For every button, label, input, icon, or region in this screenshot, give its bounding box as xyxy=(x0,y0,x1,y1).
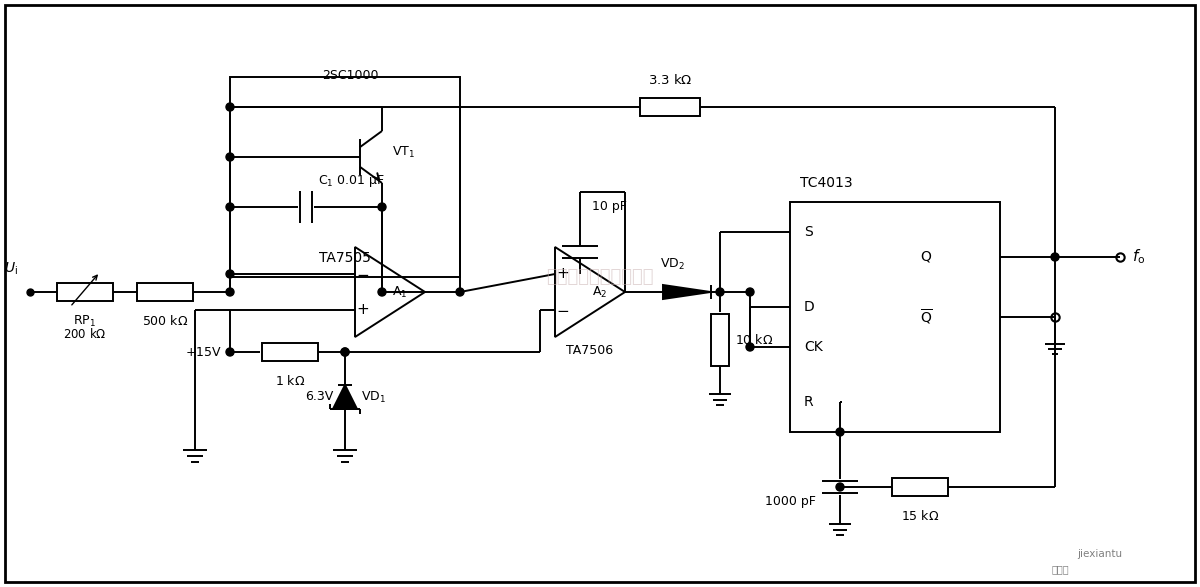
Circle shape xyxy=(836,428,844,436)
Text: 15 k$\Omega$: 15 k$\Omega$ xyxy=(901,509,940,523)
Circle shape xyxy=(341,348,349,356)
Text: 杭州将睷科技有限公司: 杭州将睷科技有限公司 xyxy=(546,268,654,286)
Circle shape xyxy=(746,343,754,351)
Text: 接线图: 接线图 xyxy=(1051,564,1069,574)
Bar xyxy=(262,343,318,361)
Circle shape xyxy=(226,288,234,296)
Circle shape xyxy=(378,203,386,211)
Text: 1000 pF: 1000 pF xyxy=(764,495,816,508)
Text: D: D xyxy=(804,300,815,314)
Circle shape xyxy=(226,153,234,161)
Bar xyxy=(710,314,730,366)
Text: $\overline{\rm Q}$: $\overline{\rm Q}$ xyxy=(920,308,932,326)
Bar xyxy=(230,77,460,277)
Text: $+$: $+$ xyxy=(356,302,370,318)
Text: 500 k$\Omega$: 500 k$\Omega$ xyxy=(142,314,188,328)
Circle shape xyxy=(226,348,234,356)
Circle shape xyxy=(716,288,724,296)
Circle shape xyxy=(1051,253,1060,261)
Text: R: R xyxy=(804,395,814,409)
Circle shape xyxy=(456,288,464,296)
Circle shape xyxy=(341,348,349,356)
Text: 6.3V: 6.3V xyxy=(305,390,334,403)
Text: $-$: $-$ xyxy=(557,302,570,318)
Bar xyxy=(137,283,193,301)
Text: 1 k$\Omega$: 1 k$\Omega$ xyxy=(275,374,305,388)
Text: A$_2$: A$_2$ xyxy=(593,285,607,299)
Bar xyxy=(640,98,700,116)
Circle shape xyxy=(746,288,754,296)
Text: $+$15V: $+$15V xyxy=(185,346,222,359)
Text: TA7506: TA7506 xyxy=(566,344,613,357)
Text: 2SC1000: 2SC1000 xyxy=(322,69,378,82)
Text: 10 k$\Omega$: 10 k$\Omega$ xyxy=(734,333,773,347)
Text: TA7505: TA7505 xyxy=(319,251,371,265)
Circle shape xyxy=(836,483,844,491)
Text: CK: CK xyxy=(804,340,823,354)
Text: VD$_1$: VD$_1$ xyxy=(361,389,386,404)
Text: 3.3 k$\Omega$: 3.3 k$\Omega$ xyxy=(648,73,692,87)
Text: 10 pF: 10 pF xyxy=(592,200,626,213)
Text: 200 k$\Omega$: 200 k$\Omega$ xyxy=(64,327,107,341)
Text: VT$_1$: VT$_1$ xyxy=(392,144,415,160)
Bar xyxy=(892,478,948,496)
Bar xyxy=(58,283,113,301)
Text: $+$: $+$ xyxy=(557,266,570,282)
Circle shape xyxy=(378,288,386,296)
Text: Q: Q xyxy=(920,250,931,264)
Circle shape xyxy=(226,103,234,111)
Text: jiexiantu: jiexiantu xyxy=(1078,549,1122,559)
Text: C$_1$ 0.01 μF: C$_1$ 0.01 μF xyxy=(318,173,385,189)
Text: RP$_1$: RP$_1$ xyxy=(73,314,96,329)
Circle shape xyxy=(226,203,234,211)
Polygon shape xyxy=(334,385,358,409)
Circle shape xyxy=(226,270,234,278)
Text: S: S xyxy=(804,225,812,239)
Text: $-$: $-$ xyxy=(356,266,370,282)
Text: $f_{\rm o}$: $f_{\rm o}$ xyxy=(1132,248,1145,266)
Text: $U_{\rm i}$: $U_{\rm i}$ xyxy=(4,261,18,277)
Polygon shape xyxy=(662,285,710,299)
Text: A$_1$: A$_1$ xyxy=(392,285,408,299)
Text: TC4013: TC4013 xyxy=(800,176,853,190)
Text: VD$_2$: VD$_2$ xyxy=(660,257,685,272)
Bar xyxy=(790,202,1000,432)
